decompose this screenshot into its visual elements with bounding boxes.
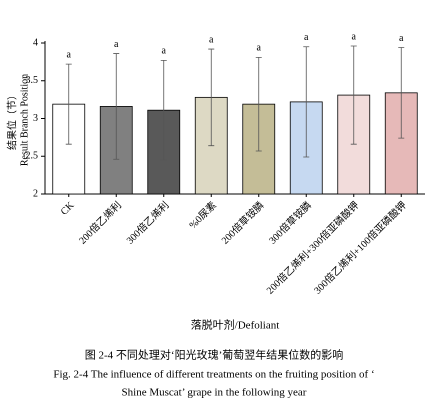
x-tick-label: 200倍草铵膦 — [218, 199, 266, 247]
caption: Shine Muscat’ grape in the following yea… — [122, 387, 307, 399]
significance-label: a — [257, 43, 262, 54]
x-tick-label: %0尿素 — [186, 199, 219, 232]
caption: 图 2-4 不同处理对‘阳光玫瑰’葡萄翌年结果位数的影响 — [85, 348, 344, 362]
x-tick-label: 300倍乙烯利+100倍亚磷酸钾 — [311, 199, 409, 297]
x-tick-label: 300倍乙烯利 — [123, 199, 171, 247]
y-tick-label: 3 — [33, 113, 38, 124]
x-axis-label: 落脱叶剂/Defoliant — [191, 318, 280, 332]
significance-label: a — [352, 31, 357, 42]
significance-label: a — [304, 32, 309, 43]
error-bar — [65, 63, 72, 145]
y-tick-label: 2 — [33, 188, 38, 199]
error-bar — [255, 56, 262, 152]
error-bar — [398, 47, 405, 139]
y-tick-label: 4 — [33, 37, 38, 48]
error-bar — [160, 59, 167, 161]
significance-label: a — [399, 33, 404, 44]
error-bar — [350, 45, 357, 145]
x-tick-label: 200倍乙烯利+300倍亚磷酸钾 — [263, 199, 361, 297]
y-label-group: 结果位（节） Result Branch Position — [5, 74, 30, 166]
error-bar — [303, 46, 310, 158]
x-tick-label: 200倍乙烯利 — [76, 199, 124, 247]
y-axis-label: 结果位（节） — [5, 90, 18, 150]
caption: Fig. 2-4 The influence of different trea… — [53, 369, 374, 381]
x-tick-label: CK — [59, 199, 77, 217]
significance-label: a — [114, 39, 119, 50]
significance-label: a — [162, 46, 167, 57]
y-axis-label: Result Branch Position — [19, 74, 30, 166]
error-bar — [113, 53, 120, 160]
y-tick-label: 2.5 — [26, 151, 39, 162]
significance-label: a — [67, 49, 72, 60]
x-tick-label: 300倍草铵膦 — [266, 199, 314, 247]
significance-label: a — [209, 34, 214, 45]
y-tick-label: 3.5 — [26, 75, 39, 86]
error-bar — [208, 48, 215, 147]
